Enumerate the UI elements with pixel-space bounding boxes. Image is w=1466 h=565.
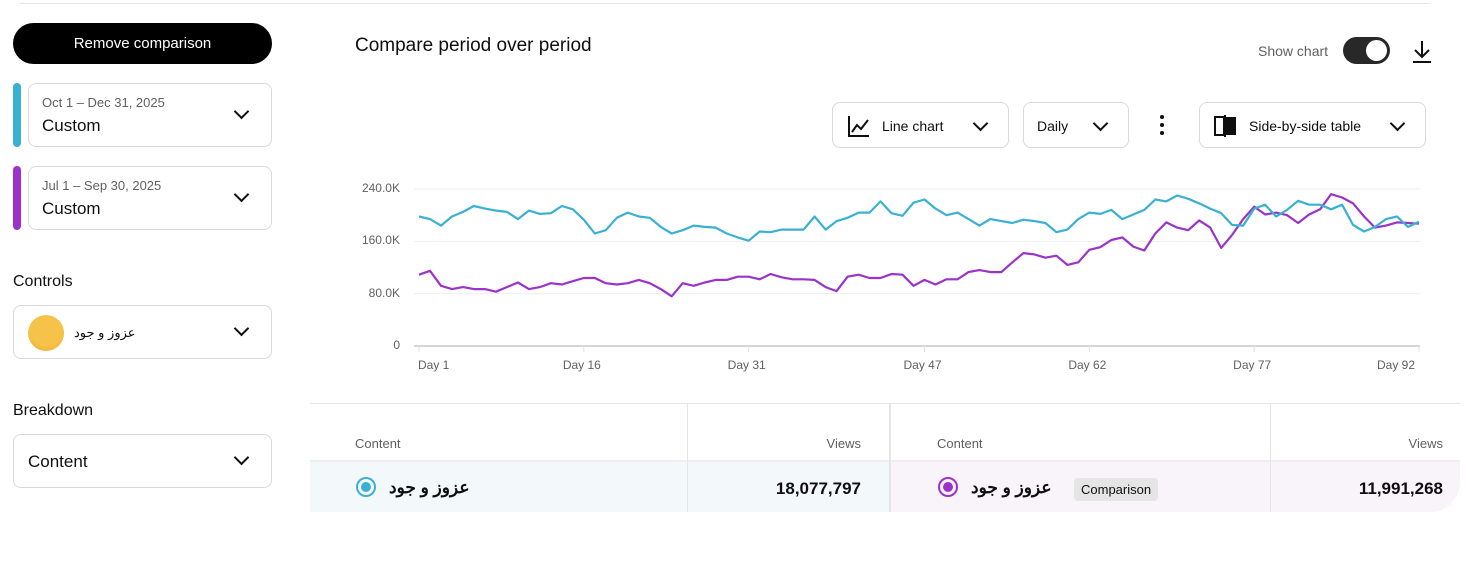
chart-type-dropdown[interactable]: Line chart — [832, 102, 1009, 148]
more-options-icon[interactable] — [1156, 113, 1168, 137]
comparison-badge: Comparison — [1074, 478, 1159, 501]
primary-content-name: عزوز و جود — [389, 478, 470, 497]
chart-type-label: Line chart — [882, 118, 944, 134]
primary-row-bg — [310, 462, 890, 512]
col-divider — [1270, 404, 1271, 512]
breakdown-value: Content — [28, 452, 88, 471]
table-mode-label: Side-by-side table — [1249, 118, 1362, 134]
top-divider — [20, 3, 1430, 4]
comparison-period-range: Jul 1 – Sep 30, 2025 — [42, 178, 162, 193]
x-tick-label: Day 31 — [727, 358, 766, 372]
x-tick-label: Day 47 — [903, 358, 942, 372]
comparison-row-bg — [890, 462, 1460, 512]
x-tick-label: Day 16 — [562, 358, 601, 372]
comparison-period-selector[interactable]: Jul 1 – Sep 30, 2025 Custom — [28, 166, 272, 230]
channel-avatar — [28, 315, 64, 351]
breakdown-selector[interactable]: Content — [13, 434, 272, 488]
primary-period-color-bar — [13, 83, 21, 147]
primary-views-value: 18,077,797 — [775, 479, 861, 498]
primary-period-preset: Custom — [42, 116, 101, 135]
controls-label: Controls — [13, 273, 73, 290]
remove-comparison-button[interactable]: Remove comparison — [13, 23, 272, 64]
comparison-period-preset: Custom — [42, 199, 101, 218]
interval-label: Daily — [1037, 118, 1069, 134]
download-icon[interactable] — [1410, 39, 1434, 65]
y-tick-label: 240.0K — [361, 181, 400, 195]
y-tick-label: 80.0K — [368, 285, 400, 300]
line-chart-icon — [848, 116, 869, 137]
show-chart-label: Show chart — [1258, 43, 1329, 59]
x-tick-label: Day 92 — [1377, 358, 1416, 372]
x-tick-label: Day 1 — [418, 358, 450, 372]
table-mode-dropdown[interactable]: Side-by-side table — [1199, 102, 1426, 148]
interval-dropdown[interactable]: Daily — [1023, 102, 1129, 148]
x-tick-label: Day 77 — [1233, 358, 1272, 372]
comparison-content-name: عزوز و جود — [971, 478, 1052, 497]
y-tick-label: 0 — [393, 338, 400, 352]
col-header-content[interactable]: Content — [355, 436, 401, 451]
channel-selector[interactable]: عزوز و جود — [13, 305, 272, 359]
side-by-side-icon — [1214, 115, 1236, 137]
table-top-divider — [310, 403, 1460, 404]
y-tick-label: 160.0K — [361, 233, 400, 248]
primary-period-range: Oct 1 – Dec 31, 2025 — [42, 95, 165, 110]
page-title: Compare period over period — [355, 35, 592, 56]
x-tick-label: Day 62 — [1068, 358, 1107, 372]
toggle-knob — [1366, 40, 1387, 61]
comparison-period-color-bar — [13, 166, 21, 230]
primary-series-radio[interactable] — [356, 477, 376, 497]
comparison-views-value: 11,991,268 — [1358, 479, 1443, 498]
col-header-views[interactable]: Views — [1408, 436, 1443, 451]
show-chart-toggle[interactable] — [1343, 37, 1390, 64]
table-header-divider — [310, 460, 1460, 462]
line-chart — [414, 188, 1420, 352]
primary-series-line — [418, 194, 1420, 242]
primary-period-selector[interactable]: Oct 1 – Dec 31, 2025 Custom — [28, 83, 272, 147]
comparison-series-radio[interactable] — [938, 477, 958, 497]
comparison-series-line — [418, 193, 1420, 298]
col-header-views[interactable]: Views — [826, 436, 861, 451]
table-split-divider — [889, 404, 891, 512]
breakdown-label: Breakdown — [13, 402, 94, 419]
chevron-down-icon — [233, 449, 250, 466]
channel-name: عزوز و جود — [74, 325, 136, 340]
col-divider — [687, 404, 688, 512]
col-header-content[interactable]: Content — [937, 436, 983, 451]
